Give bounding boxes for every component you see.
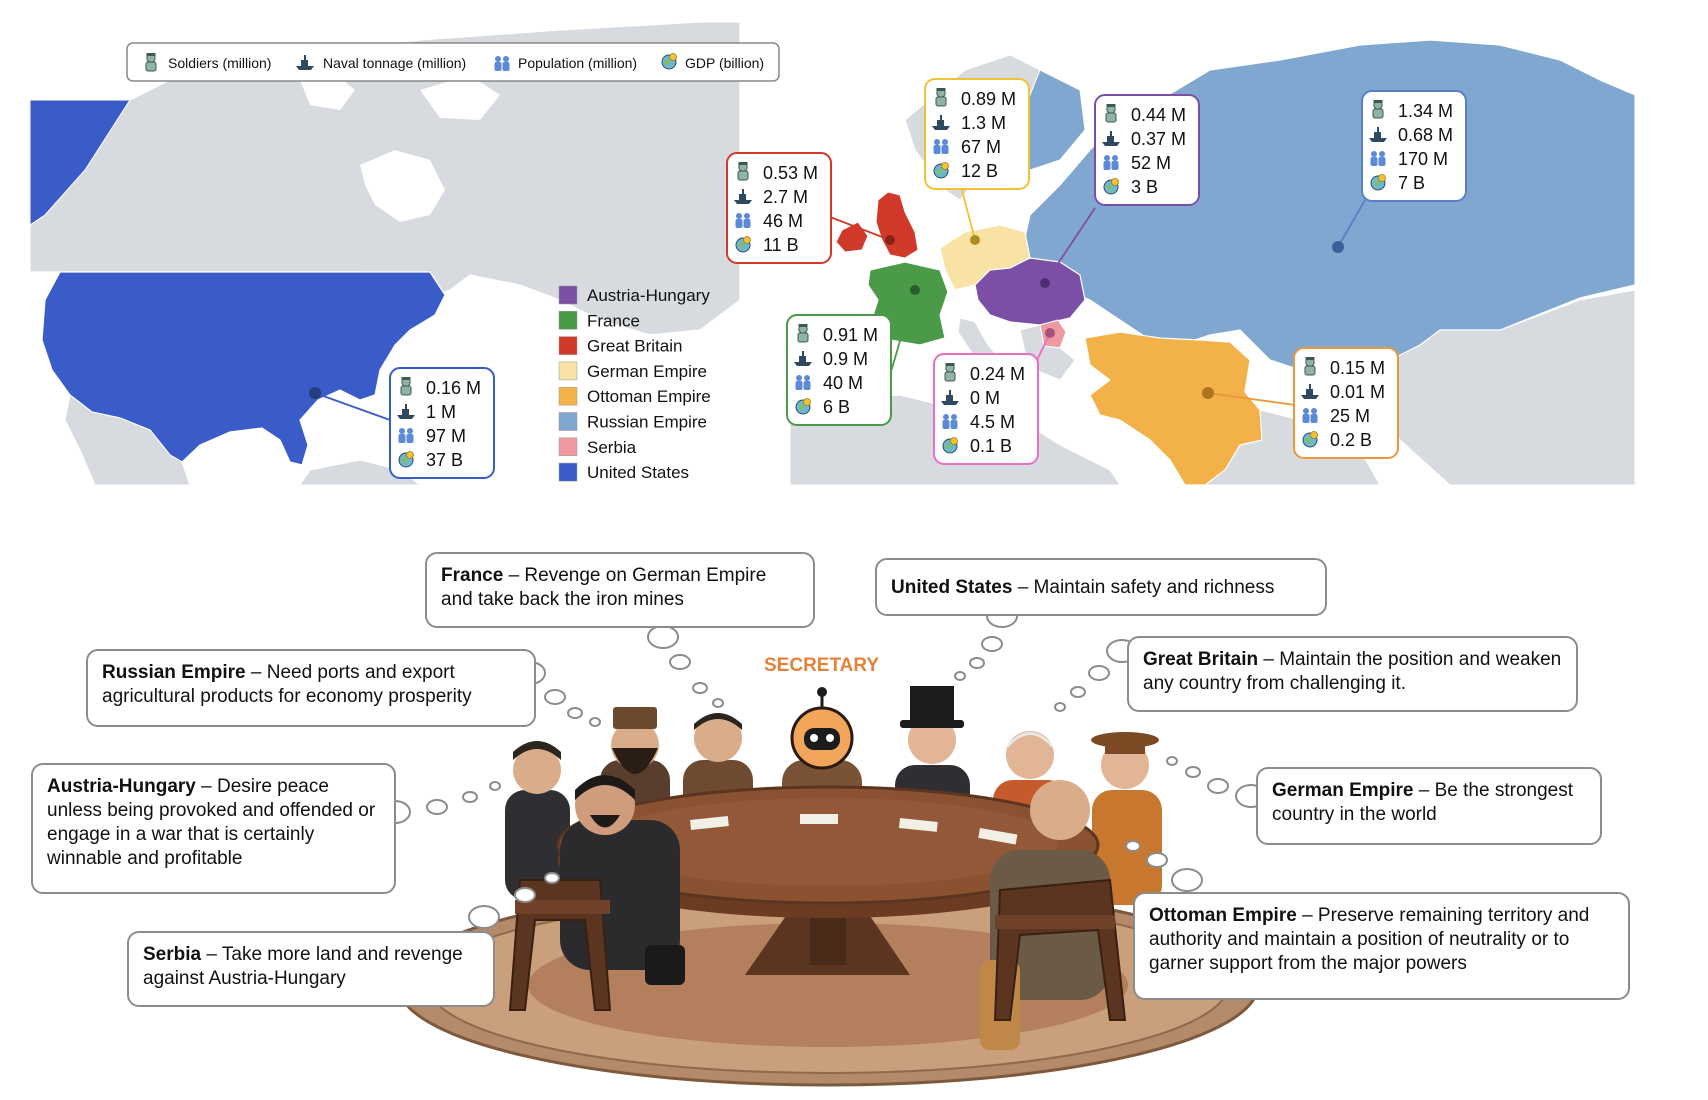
stat-box-german-empire: 0.89 M 1.3 M 67 M 12 B [924, 78, 1030, 190]
stat-box-great-britain: 0.53 M 2.7 M 46 M 11 B [726, 152, 832, 264]
north-america-panel [30, 20, 740, 485]
stat-gdp: 37 B [426, 450, 463, 470]
stat-box-united-states: 0.16 M 1 M 97 M 37 B [389, 367, 495, 479]
country-legend: Austria-Hungary France Great Britain German… [558, 285, 711, 482]
stat-gdp: 0.1 B [970, 436, 1012, 456]
eurasia-panel [790, 20, 1635, 485]
legend-swatch [558, 285, 578, 305]
stat-gdp: 7 B [1398, 173, 1425, 193]
stat-population: 67 M [961, 137, 1001, 157]
legend-swatch [558, 386, 578, 406]
stat-box-ottoman-empire: 0.15 M 0.01 M 25 M 0.2 B [1293, 347, 1399, 459]
soldier-icon [935, 87, 947, 107]
stat-box-austria-hungary: 0.44 M 0.37 M 52 M 3 B [1094, 94, 1200, 206]
secretary-label: SECRETARY [764, 655, 879, 676]
soldier-icon [1304, 356, 1316, 376]
legend-gdp: GDP (billion) [685, 55, 764, 71]
soldier-icon [944, 362, 956, 382]
legend-population: Population (million) [518, 55, 637, 71]
stat-population: 46 M [763, 211, 803, 231]
stat-gdp: 11 B [763, 235, 799, 255]
legend-swatch [558, 336, 578, 355]
speech-great-britain: Great Britain – Maintain the position an… [1127, 636, 1578, 712]
stat-population: 170 M [1398, 149, 1448, 169]
stat-naval: 1.3 M [961, 113, 1006, 133]
legend-swatch [558, 361, 578, 381]
legend-swatch [558, 311, 578, 330]
soldier-icon [145, 52, 157, 72]
stat-box-france: 0.91 M 0.9 M 40 M 6 B [786, 314, 892, 426]
round-table [556, 785, 1100, 975]
stat-box-serbia: 0.24 M 0 M 4.5 M 0.1 B [933, 353, 1039, 465]
legend-label: Ottoman Empire [587, 387, 711, 406]
speech-ottoman-empire: Ottoman Empire – Preserve remaining terr… [1133, 892, 1630, 1000]
stat-naval: 1 M [426, 402, 456, 422]
stat-soldiers: 0.53 M [763, 163, 818, 183]
soldier-icon [737, 161, 749, 181]
stat-soldiers: 0.24 M [970, 364, 1025, 384]
stat-soldiers: 0.91 M [823, 325, 878, 345]
legend-label: Austria-Hungary [587, 286, 710, 305]
legend-label: Russian Empire [587, 413, 707, 432]
stat-population: 4.5 M [970, 412, 1015, 432]
stat-naval: 0.01 M [1330, 382, 1385, 402]
legend-label: German Empire [587, 362, 707, 381]
stat-population: 52 M [1131, 153, 1171, 173]
country-dots [309, 235, 1344, 399]
stat-naval: 2.7 M [763, 187, 808, 207]
speech-serbia: Serbia – Take more land and revenge agai… [127, 931, 495, 1007]
top-legend: Soldiers (million) Naval tonnage (millio… [126, 42, 780, 82]
stat-gdp: 0.2 B [1330, 430, 1372, 450]
legend-label: United States [587, 463, 689, 482]
alaska-region [30, 99, 131, 226]
speech-united-states: United States – Maintain safety and rich… [875, 558, 1327, 616]
stat-boxes: 0.16 M 1 M 97 M 37 B 0.53 M 2.7 M 46 M 11 B 0.89… [389, 78, 1467, 479]
speech-france: France – Revenge on German Empire and ta… [425, 552, 815, 628]
stat-soldiers: 0.44 M [1131, 105, 1186, 125]
speech-russian-empire: Russian Empire – Need ports and export a… [86, 649, 536, 727]
world-map: Soldiers (million) Naval tonnage (millio… [30, 20, 1635, 485]
stat-soldiers: 0.16 M [426, 378, 481, 398]
speech-austria-hungary: Austria-Hungary – Desire peace unless be… [31, 763, 396, 894]
legend-swatch [558, 437, 578, 457]
soldier-icon [1372, 99, 1384, 119]
legend-label: France [587, 311, 640, 330]
legend-soldiers: Soldiers (million) [168, 55, 271, 71]
soldier-icon [1105, 103, 1117, 123]
leader-lines [314, 189, 1366, 421]
stat-naval: 0.9 M [823, 349, 868, 369]
ottoman-empire-region [1084, 331, 1263, 485]
front-delegates [508, 775, 1127, 1050]
stat-population: 40 M [823, 373, 863, 393]
soldier-icon [400, 376, 412, 396]
stat-naval: 0 M [970, 388, 1000, 408]
speech-german-empire: German Empire – Be the strongest country… [1256, 767, 1602, 845]
stat-naval: 0.37 M [1131, 129, 1186, 149]
legend-label: Great Britain [587, 337, 682, 356]
stat-soldiers: 0.89 M [961, 89, 1016, 109]
stat-box-russian-empire: 1.34 M 0.68 M 170 M 7 B [1361, 90, 1467, 202]
legend-swatch [558, 412, 578, 431]
stat-soldiers: 0.15 M [1330, 358, 1385, 378]
legend-naval: Naval tonnage (million) [323, 55, 466, 71]
legend-label: Serbia [587, 438, 637, 457]
stat-gdp: 3 B [1131, 177, 1158, 197]
stat-soldiers: 1.34 M [1398, 101, 1453, 121]
stat-naval: 0.68 M [1398, 125, 1453, 145]
stat-gdp: 6 B [823, 397, 850, 417]
stat-population: 25 M [1330, 406, 1370, 426]
soldier-icon [797, 323, 809, 343]
legend-swatch [558, 462, 578, 482]
stat-population: 97 M [426, 426, 466, 446]
stat-gdp: 12 B [961, 161, 998, 181]
austria-hungary-region [974, 257, 1086, 326]
